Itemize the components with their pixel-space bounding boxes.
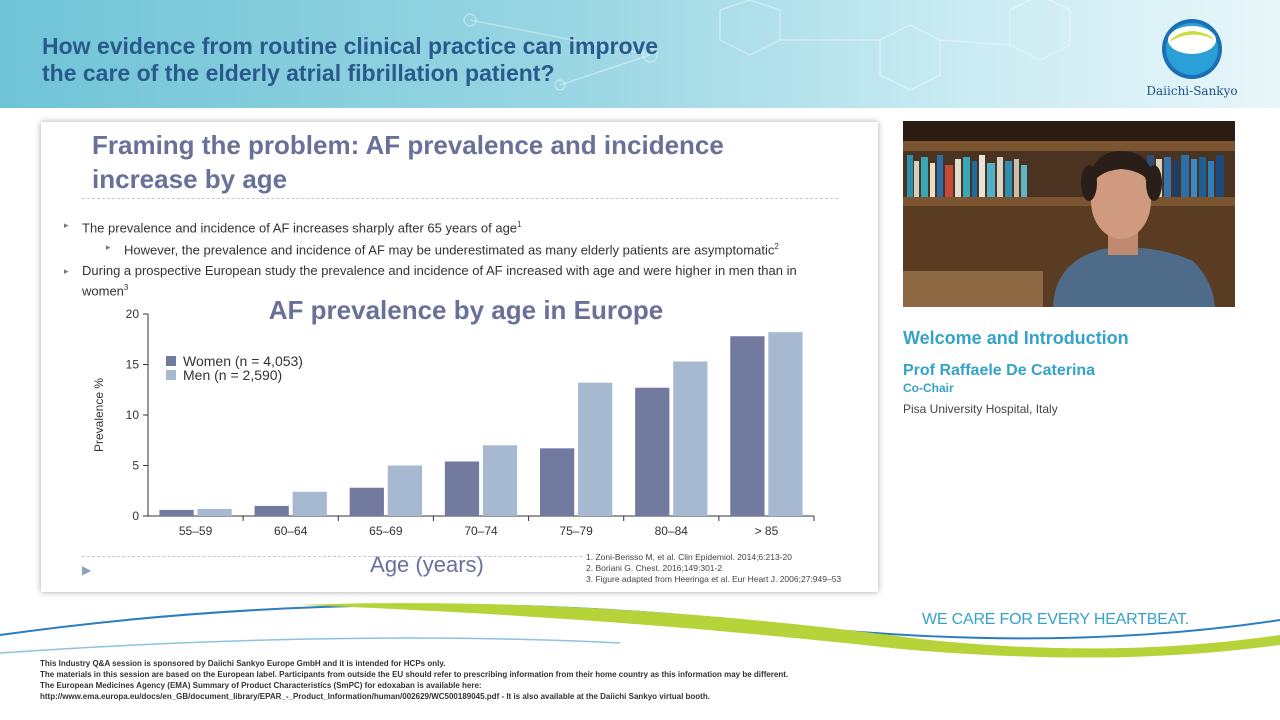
x-tick-label: 70–74 [464, 524, 498, 538]
bar-women [635, 387, 670, 516]
bar-men [292, 491, 327, 516]
bar-men [387, 465, 423, 516]
speaker-affiliation: Pisa University Hospital, Italy [903, 402, 1058, 416]
y-tick-label: 10 [126, 408, 140, 422]
bar-women [444, 461, 480, 516]
tagline: WE CARE FOR EVERY HEARTBEAT. [922, 611, 1190, 628]
logo-text: Daiichi-Sankyo [1146, 84, 1238, 98]
slide-next-icon[interactable]: ▶ [82, 563, 92, 577]
bar-men [768, 332, 803, 516]
footer-divider [82, 556, 582, 557]
references: 1. Zoni-Berisso M, et al. Clin Epidemiol… [586, 552, 842, 584]
legend-label: Women (n = 4,053) [183, 353, 303, 369]
bar-men [578, 382, 613, 516]
y-tick-label: 15 [126, 358, 140, 372]
sub-bullet-1: ▸ However, the prevalence and incidence … [106, 238, 864, 258]
legend-label: Men (n = 2,590) [183, 367, 282, 383]
legend-swatch [166, 370, 176, 380]
bullet-1: ▸ The prevalence and incidence of AF inc… [64, 216, 842, 236]
company-logo: Daiichi-Sankyo [1140, 14, 1244, 104]
legend-swatch [166, 356, 176, 366]
bar-women [349, 487, 384, 516]
speaker-info: Welcome and Introduction Prof Raffaele D… [903, 327, 1233, 416]
bar-men [673, 361, 708, 516]
speaker-video[interactable] [903, 121, 1235, 307]
speaker-role: Co-Chair [903, 381, 954, 395]
speaker-video-frame [903, 121, 1235, 307]
bar-women [159, 509, 194, 516]
session-title: Welcome and Introduction [903, 328, 1129, 348]
bullet-arrow-icon: ▸ [64, 220, 69, 230]
header-banner: How evidence from routine clinical pract… [0, 0, 1280, 108]
logo-circle-icon [1162, 19, 1222, 79]
x-tick-label: 75–79 [559, 524, 593, 538]
header-title: How evidence from routine clinical pract… [42, 33, 659, 86]
brand-wave [0, 603, 1280, 658]
bar-women [254, 505, 289, 516]
bar-men [197, 508, 232, 516]
x-tick-label: 55–59 [179, 524, 213, 538]
x-tick-label: 80–84 [655, 524, 689, 538]
slide-title: Framing the problem: AF prevalence and i… [92, 130, 724, 194]
speaker-name: Prof Raffaele De Caterina [903, 362, 1096, 379]
y-tick-label: 20 [126, 307, 140, 321]
presentation-slide: Framing the problem: AF prevalence and i… [41, 122, 878, 592]
chart-title: AF prevalence by age in Europe [269, 295, 663, 325]
smpc-link[interactable]: http://www.ema.europa.eu/docs/en_GB/docu… [40, 692, 710, 701]
bullet-arrow-icon: ▸ [106, 242, 111, 252]
title-divider [82, 198, 838, 199]
disclaimer: This Industry Q&A session is sponsored b… [40, 658, 1240, 702]
molecule-pattern [463, 0, 1071, 91]
bar-men [482, 445, 518, 516]
bullet-arrow-icon: ▸ [64, 266, 69, 276]
bullet-2: ▸ During a prospective European study th… [64, 263, 797, 299]
x-tick-label: > 85 [755, 524, 779, 538]
x-tick-label: 60–64 [274, 524, 308, 538]
bar-women [730, 336, 765, 516]
y-tick-label: 5 [132, 459, 139, 473]
af-prevalence-chart: AF prevalence by age in Europe Age (year… [92, 295, 815, 577]
y-tick-label: 0 [132, 509, 139, 523]
y-axis-label: Prevalence % [92, 378, 106, 452]
x-tick-label: 65–69 [369, 524, 403, 538]
bar-women [539, 448, 575, 516]
